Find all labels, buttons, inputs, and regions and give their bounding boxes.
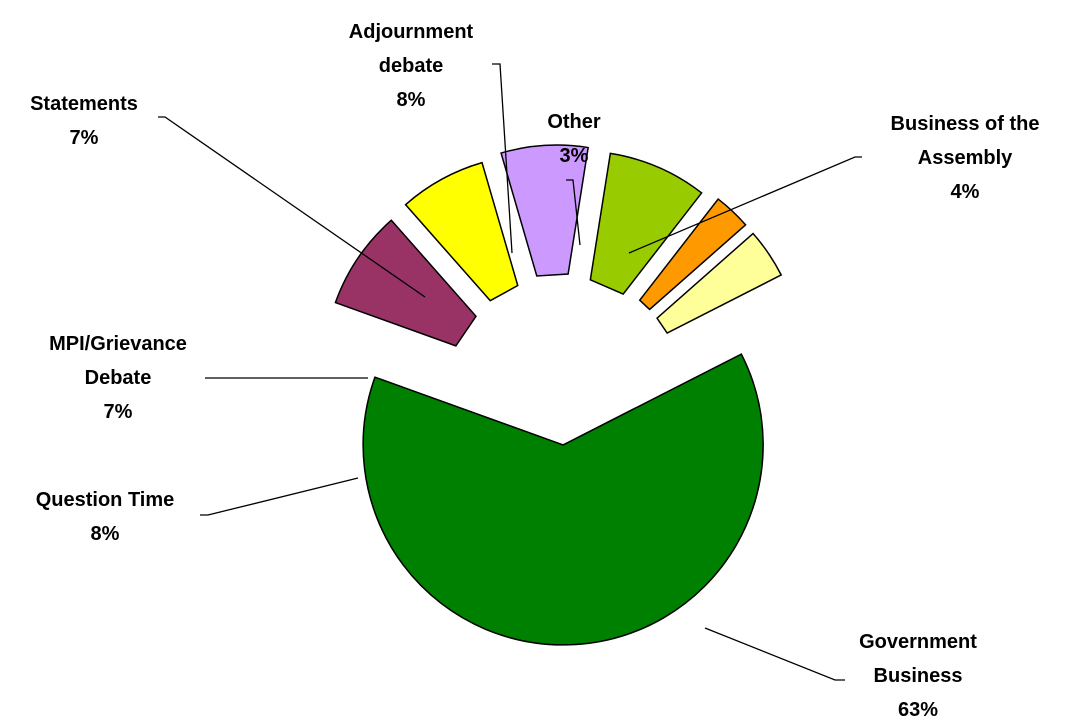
slice-label-business-of-the-assembly: Business of the Assembly 4% <box>891 113 1040 203</box>
slice-name-line-government-business: Government <box>859 631 977 653</box>
slice-name-line-mpi-grievance-debate: Debate <box>85 367 152 389</box>
slice-name-line-business-of-the-assembly: Business of the <box>891 113 1040 135</box>
slice-percent-other: 3% <box>560 145 589 167</box>
leader-line-question-time <box>200 477 359 516</box>
slice-name-line-question-time: Question Time <box>36 489 175 511</box>
slice-label-mpi-grievance-debate: MPI/Grievance Debate 7% <box>49 333 187 423</box>
pie-slice-government-business <box>362 353 764 646</box>
slice-label-other: Other 3% <box>547 111 601 167</box>
slice-percent-adjournment-debate: 8% <box>397 89 426 111</box>
slice-percent-mpi-grievance-debate: 7% <box>104 401 133 423</box>
slice-percent-question-time: 8% <box>91 523 120 545</box>
slice-label-question-time: Question Time 8% <box>36 489 175 545</box>
slice-name-line-mpi-grievance-debate: MPI/Grievance <box>49 333 187 355</box>
slice-percent-statements: 7% <box>70 127 99 149</box>
leader-lines <box>158 63 862 681</box>
slice-label-statements: Statements 7% <box>30 93 138 149</box>
slice-name-line-adjournment-debate: Adjournment <box>349 21 474 43</box>
slice-name-line-statements: Statements <box>30 93 138 115</box>
leader-line-adjournment-debate <box>492 63 513 254</box>
pie-slice-business-of-the-assembly <box>656 232 783 335</box>
slice-percent-business-of-the-assembly: 4% <box>951 181 980 203</box>
pie-slice-statements <box>500 144 590 277</box>
leader-line-government-business <box>704 627 845 681</box>
slice-name-line-other: Other <box>547 111 601 133</box>
leader-line-other <box>566 179 581 246</box>
leader-line-statements <box>158 116 426 298</box>
pie-slice-adjournment-debate <box>589 152 703 295</box>
slice-percent-government-business: 63% <box>898 699 938 721</box>
pie-slice-other <box>638 198 747 311</box>
pie-slice-mpi-grievance-debate <box>404 161 519 302</box>
leader-line-business-of-the-assembly <box>628 156 862 254</box>
slice-label-adjournment-debate: Adjournment debate 8% <box>349 21 474 111</box>
slice-name-line-business-of-the-assembly: Assembly <box>918 147 1013 169</box>
slice-name-line-adjournment-debate: debate <box>379 55 443 77</box>
slice-label-government-business: Government Business 63% <box>859 631 977 721</box>
slice-labels: Government Business 63% Question Time 8% MPI/… <box>30 21 1039 721</box>
slice-name-line-government-business: Business <box>874 665 963 687</box>
pie-slices <box>334 144 783 646</box>
